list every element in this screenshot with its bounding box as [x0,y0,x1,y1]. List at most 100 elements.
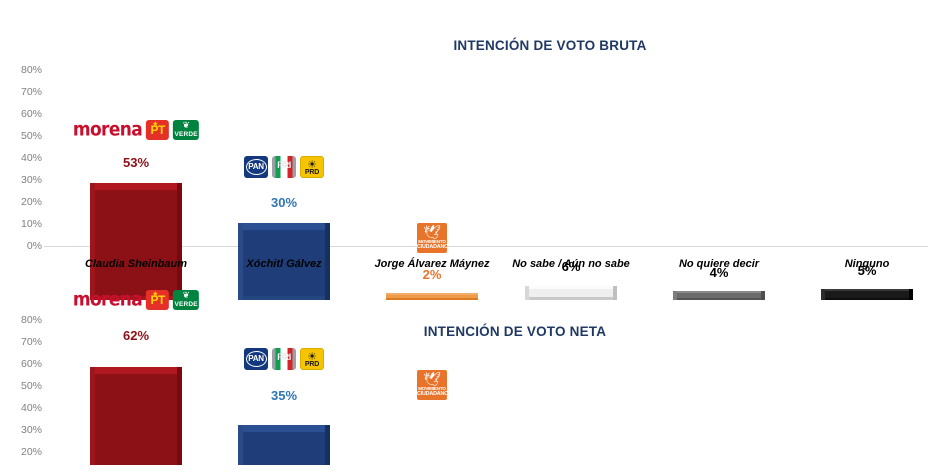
pan-oval-icon: PAN [245,159,267,175]
bar-bevel-top [90,183,182,190]
bar-group-claudia-sheinbaum-neta[interactable]: morena ★ PT ❦ VERDE 62% [73,290,200,465]
y-axis-bruta: 80% 70% 60% 50% 40% 30% 20% 10% 0% [0,64,46,252]
bar-jorge-alvarez-maynez[interactable] [386,293,478,300]
coalition-logos-morena: morena ★ PT ❦ VERDE [72,288,200,311]
bar-face [90,183,182,300]
bar-face [238,223,330,300]
morena-logo: morena [72,288,143,311]
category-label-xochitl-galvez: Xóchitl Gálvez [246,258,322,270]
bar-face [673,291,765,300]
bar-xochitl-galvez[interactable] [238,223,330,300]
prd-sun-icon: ☀ [307,159,317,171]
bar-bevel-left [525,286,529,300]
y-tick: 80% [20,64,42,76]
bar-face [90,367,182,465]
bar-group-no-quiere-decir[interactable]: 4% [673,54,765,300]
y-axis-neta: 80% 70% 60% 50% 40% 30% 20% [0,314,46,476]
pt-logo: ★ PT [146,290,170,310]
pan-oval-icon: PAN [245,351,267,367]
y-tick: 50% [20,380,42,392]
movimiento-ciudadano-logo: 🕊 MOVIMIENTO CIUDADANO [417,223,447,253]
bar-face [525,286,617,300]
pan-logo: PAN [244,156,268,178]
prd-logo: ☀ PRD [300,348,324,370]
coalition-logos-fuerza-y-corazon: PAN PRI ☀ PRD [244,156,324,178]
bar-group-xochitl-galvez-neta[interactable]: PAN PRI ☀ PRD 35% [238,300,330,465]
bar-bevel-left [238,223,243,300]
bar-bevel-left [90,367,95,465]
bar-bevel-top [821,289,913,291]
chart-intencion-voto-neta: INTENCIÓN DE VOTO NETA 80% 70% 60% 50% 4… [0,290,948,465]
value-label: 30% [270,195,298,210]
bar-bevel-right [325,425,330,465]
verde-bird-icon: ❦ [182,120,190,130]
bar-bevel-right [613,286,617,300]
category-label-claudia-sheinbaum: Claudia Sheinbaum [84,258,188,270]
verde-bird-icon: ❦ [182,290,190,300]
chart-intencion-voto-bruta: INTENCIÓN DE VOTO BRUTA 80% 70% 60% 50% … [0,38,928,300]
value-label: 62% [122,328,150,343]
bar-group-no-sabe[interactable]: 6% [525,54,617,300]
bar-bevel-left [821,289,825,300]
bar-bevel-left [238,425,243,465]
y-tick: 10% [20,218,42,230]
pri-logo: PRI [272,348,296,370]
poll-chart-page: INTENCIÓN DE VOTO BRUTA 80% 70% 60% 50% … [0,38,948,465]
coalition-logos-morena: morena ★ PT ❦ VERDE [72,118,200,141]
bar-bevel-top [386,293,478,295]
category-label-jorge-alvarez-maynez: Jorge Álvarez Máynez [374,258,490,270]
y-tick: 60% [20,108,42,120]
bar-face [386,293,478,300]
category-label-no-quiere-decir: No quiere decir [678,258,760,270]
coalition-logos-movimiento-ciudadano: 🕊 MOVIMIENTO CIUDADANO [417,370,447,400]
mc-eagle-icon: 🕊 [423,224,441,240]
bar-group-ninguno[interactable]: 5% [821,54,913,300]
bar-group-jorge-alvarez-maynez[interactable]: 🕊 MOVIMIENTO CIUDADANO 2% [386,54,478,300]
value-label: 2% [422,267,442,282]
value-label: 5% [857,263,877,278]
bar-bevel-right [761,291,765,300]
y-tick: 0% [26,240,42,252]
value-label: 6% [561,259,581,274]
value-label: 53% [122,155,150,170]
verde-logo: ❦ VERDE [173,290,200,310]
bar-claudia-sheinbaum-neta[interactable] [90,367,182,465]
bar-bevel-right [909,289,913,300]
bar-group-xochitl-galvez[interactable]: PAN PRI ☀ PRD 30% [238,54,330,300]
y-tick: 70% [20,86,42,98]
value-label: 4% [709,265,729,280]
bar-bevel-right [325,223,330,300]
bar-bevel-left [90,183,95,300]
bar-bevel-bottom [821,298,913,300]
bar-group-claudia-sheinbaum[interactable]: morena ★ PT ❦ VERDE 53% [73,54,200,300]
bar-bevel-top [90,367,182,374]
bar-bevel-left [673,291,677,300]
bar-bevel-bottom [673,298,765,300]
value-label: 35% [270,388,298,403]
bar-no-sabe[interactable] [525,286,617,300]
prd-logo: ☀ PRD [300,156,324,178]
y-tick: 50% [20,130,42,142]
bar-bevel-top [238,223,330,230]
pt-logo: ★ PT [146,120,170,140]
prd-sun-icon: ☀ [307,351,317,363]
bar-no-quiere-decir[interactable] [673,291,765,300]
pt-star-icon: ★ [152,121,159,128]
y-tick: 70% [20,336,42,348]
coalition-logos-fuerza-y-corazon: PAN PRI ☀ PRD [244,348,324,370]
bar-ninguno[interactable] [821,289,913,300]
y-tick: 30% [20,424,42,436]
verde-logo: ❦ VERDE [173,120,200,140]
chart-title-bruta: INTENCIÓN DE VOTO BRUTA [453,38,647,53]
bar-xochitl-galvez-neta[interactable] [238,425,330,465]
y-tick: 40% [20,402,42,414]
bar-group-jorge-alvarez-maynez-neta[interactable]: 🕊 MOVIMIENTO CIUDADANO [386,300,478,465]
chart-title-neta: INTENCIÓN DE VOTO NETA [423,324,607,339]
bar-claudia-sheinbaum[interactable] [90,183,182,300]
mc-eagle-icon: 🕊 [423,371,441,387]
morena-logo: morena [72,118,143,141]
bar-bevel-right [177,367,182,465]
y-tick: 20% [20,446,42,458]
bar-bevel-top [673,291,765,293]
bar-bevel-top [238,425,330,432]
